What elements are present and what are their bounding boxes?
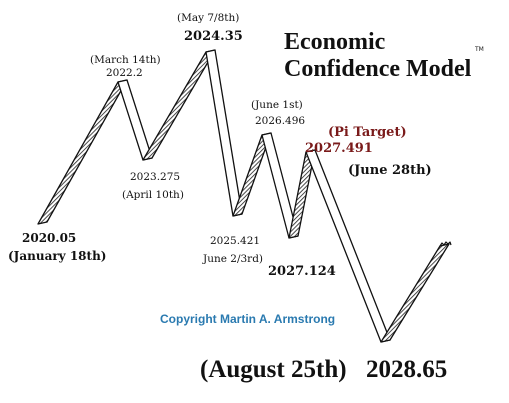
rising-ribbon-segment xyxy=(380,243,450,343)
point-2025-value: 2025.421 xyxy=(210,235,261,247)
point-2020-date: (January 18th) xyxy=(8,249,107,263)
point-2026-date: (June 1st) xyxy=(251,99,303,111)
point-2020-value: 2020.05 xyxy=(22,231,77,245)
point-2023-value: 2023.275 xyxy=(130,171,181,183)
point-2026-value: 2026.496 xyxy=(255,115,306,127)
point-2027b-date: (June 28th) xyxy=(348,163,432,178)
title-line-2: Confidence Model xyxy=(284,56,472,82)
point-2028-date: (August 25th) xyxy=(200,356,347,383)
ribbon-end-texture xyxy=(439,241,452,247)
point-2025-date: June 2/3rd) xyxy=(203,253,264,265)
point-2023-date: (April 10th) xyxy=(122,189,184,201)
copyright-text: Copyright Martin A. Armstrong xyxy=(160,312,336,326)
point-2027b-value: 2027.491 xyxy=(305,141,373,156)
point-2022-date: (March 14th) xyxy=(90,54,161,66)
point-2027a-value: 2027.124 xyxy=(268,264,336,279)
point-2028-value: 2028.65 xyxy=(366,356,448,383)
point-2022-value: 2022.2 xyxy=(106,67,143,79)
trademark-mark: TM xyxy=(475,46,484,53)
falling-ribbon-segment xyxy=(117,79,153,161)
point-2024-date: (May 7/8th) xyxy=(177,12,240,24)
pi-target-label: (Pi Target) xyxy=(328,125,407,140)
rising-ribbon-segment xyxy=(37,79,128,225)
rising-ribbon-segment xyxy=(142,49,216,161)
title-line-1: Economic xyxy=(284,29,386,55)
point-2024-value: 2024.35 xyxy=(184,29,243,44)
falling-ribbon-segment xyxy=(205,49,243,217)
